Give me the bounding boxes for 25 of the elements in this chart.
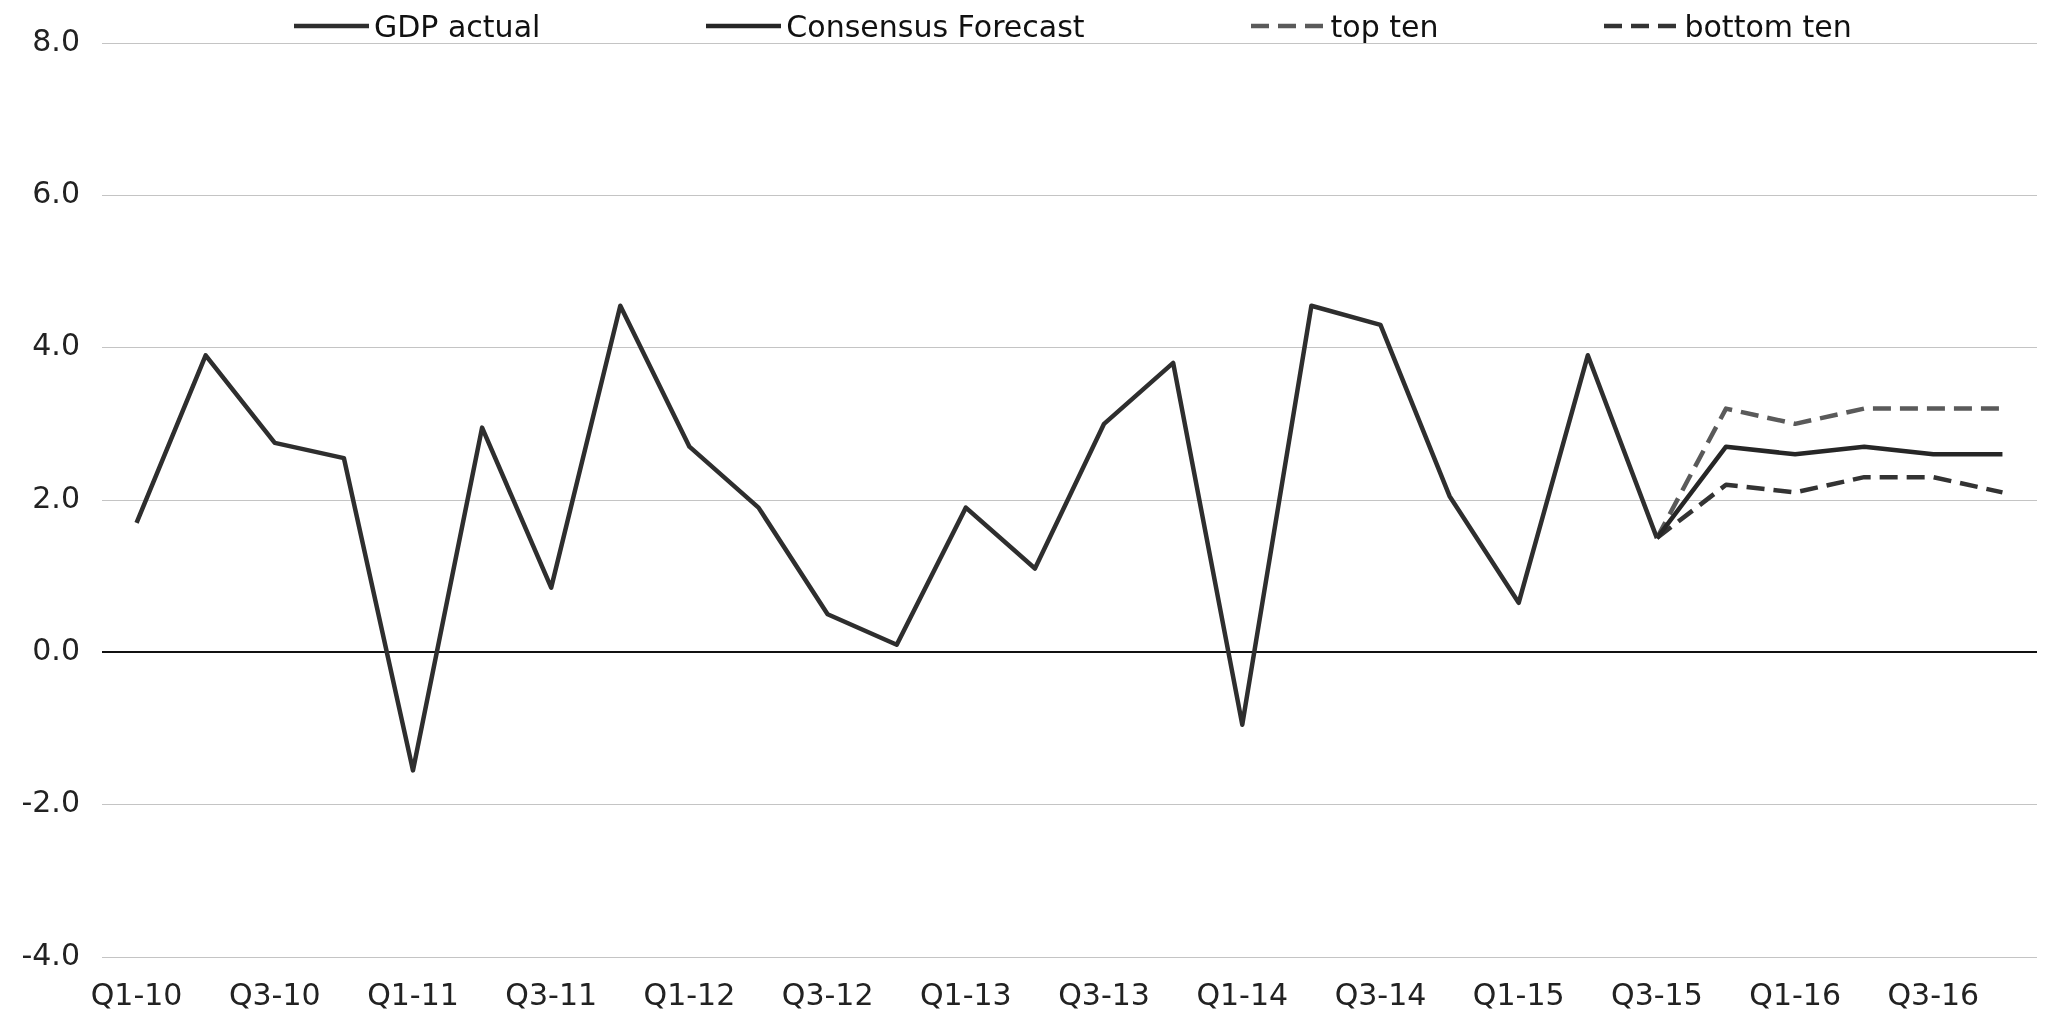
y-tick-label: 2.0 bbox=[32, 479, 80, 515]
legend-label: top ten bbox=[1330, 8, 1439, 44]
x-tick-label: Q1-15 bbox=[1472, 976, 1565, 1012]
y-tick-label: 8.0 bbox=[32, 22, 80, 58]
x-tick-label: Q3-14 bbox=[1334, 976, 1427, 1012]
legend-label: GDP actual bbox=[374, 8, 541, 44]
x-tick-label: Q1-11 bbox=[367, 976, 459, 1012]
x-tick-label: Q3-13 bbox=[1058, 976, 1150, 1012]
x-tick-label: Q3-10 bbox=[228, 976, 321, 1012]
y-tick-label: 6.0 bbox=[32, 175, 80, 211]
y-tick-label: -2.0 bbox=[21, 784, 80, 820]
x-tick-label: Q3-15 bbox=[1611, 976, 1703, 1012]
y-tick-label: 0.0 bbox=[32, 632, 80, 668]
x-tick-label: Q3-11 bbox=[505, 976, 598, 1012]
y-tick-label: -4.0 bbox=[21, 936, 80, 972]
x-tick-label: Q1-14 bbox=[1196, 976, 1289, 1012]
legend-label: Consensus Forecast bbox=[786, 8, 1085, 44]
x-tick-label: Q1-10 bbox=[90, 976, 183, 1012]
x-tick-label: Q1-16 bbox=[1749, 976, 1841, 1012]
legend-label: bottom ten bbox=[1684, 8, 1852, 44]
x-tick-label: Q3-16 bbox=[1887, 976, 1980, 1012]
y-tick-label: 4.0 bbox=[32, 327, 80, 363]
x-tick-label: Q3-12 bbox=[781, 976, 874, 1012]
x-tick-label: Q1-12 bbox=[643, 976, 736, 1012]
x-tick-label: Q1-13 bbox=[919, 976, 1012, 1012]
